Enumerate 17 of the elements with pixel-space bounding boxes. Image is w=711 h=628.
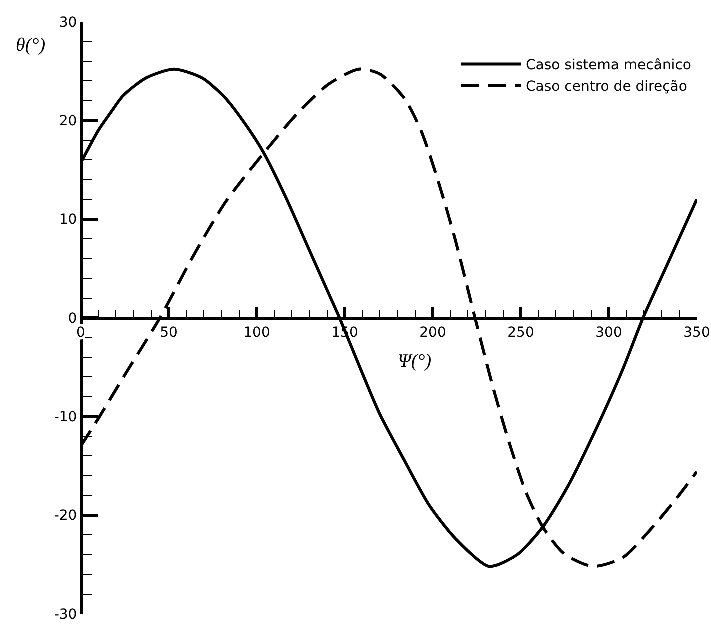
legend-label: Caso sistema mecânico bbox=[526, 58, 692, 74]
y-tick-label: 0 bbox=[68, 310, 78, 327]
y-tick-label: 20 bbox=[59, 114, 78, 130]
x-tick-label: 300 bbox=[596, 324, 622, 341]
x-tick-label: 100 bbox=[244, 324, 270, 341]
y-axis-title: θ(°) bbox=[16, 35, 46, 56]
y-tick-label: 10 bbox=[59, 212, 78, 228]
y-tick-label: 30 bbox=[59, 14, 78, 31]
x-axis-title: Ψ(°) bbox=[398, 351, 432, 372]
x-tick-label: 50 bbox=[160, 324, 178, 341]
x-tick-label: 350 bbox=[684, 324, 710, 341]
y-tick-label: -30 bbox=[54, 606, 78, 623]
legend-label: Caso centro de direção bbox=[526, 78, 688, 95]
x-tick-label: 250 bbox=[508, 324, 534, 341]
y-tick-label: -10 bbox=[54, 410, 78, 426]
x-tick-label: 200 bbox=[420, 324, 446, 341]
y-tick-label: -20 bbox=[54, 508, 78, 524]
